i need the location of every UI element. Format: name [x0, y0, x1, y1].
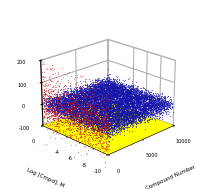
X-axis label: Compound Number: Compound Number: [144, 165, 195, 189]
Y-axis label: Log [Cmpd], M: Log [Cmpd], M: [26, 168, 65, 189]
